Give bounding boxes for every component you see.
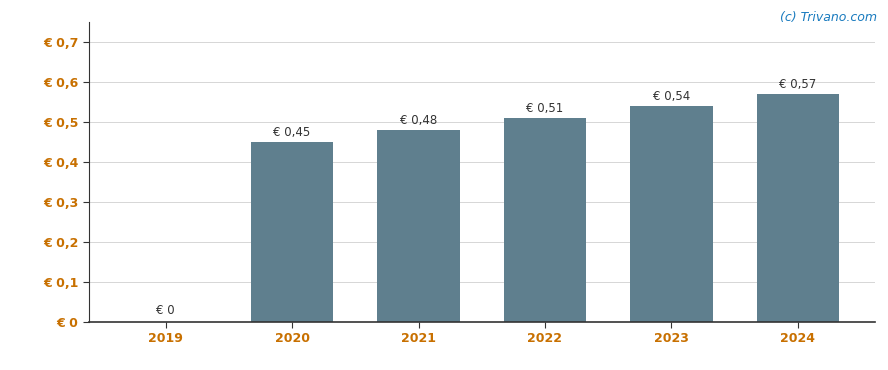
Text: € 0,45: € 0,45	[274, 126, 311, 139]
Text: € 0,48: € 0,48	[400, 114, 437, 127]
Bar	[630, 106, 712, 322]
Text: € 0,51: € 0,51	[527, 102, 564, 115]
Text: € 0: € 0	[156, 304, 175, 317]
Bar	[377, 130, 460, 322]
Bar	[503, 118, 586, 322]
Text: € 0,54: € 0,54	[653, 90, 690, 103]
Text: (c) Trivano.com: (c) Trivano.com	[781, 11, 877, 24]
Bar	[757, 94, 839, 322]
Bar	[251, 142, 333, 322]
Text: € 0,57: € 0,57	[780, 78, 816, 91]
